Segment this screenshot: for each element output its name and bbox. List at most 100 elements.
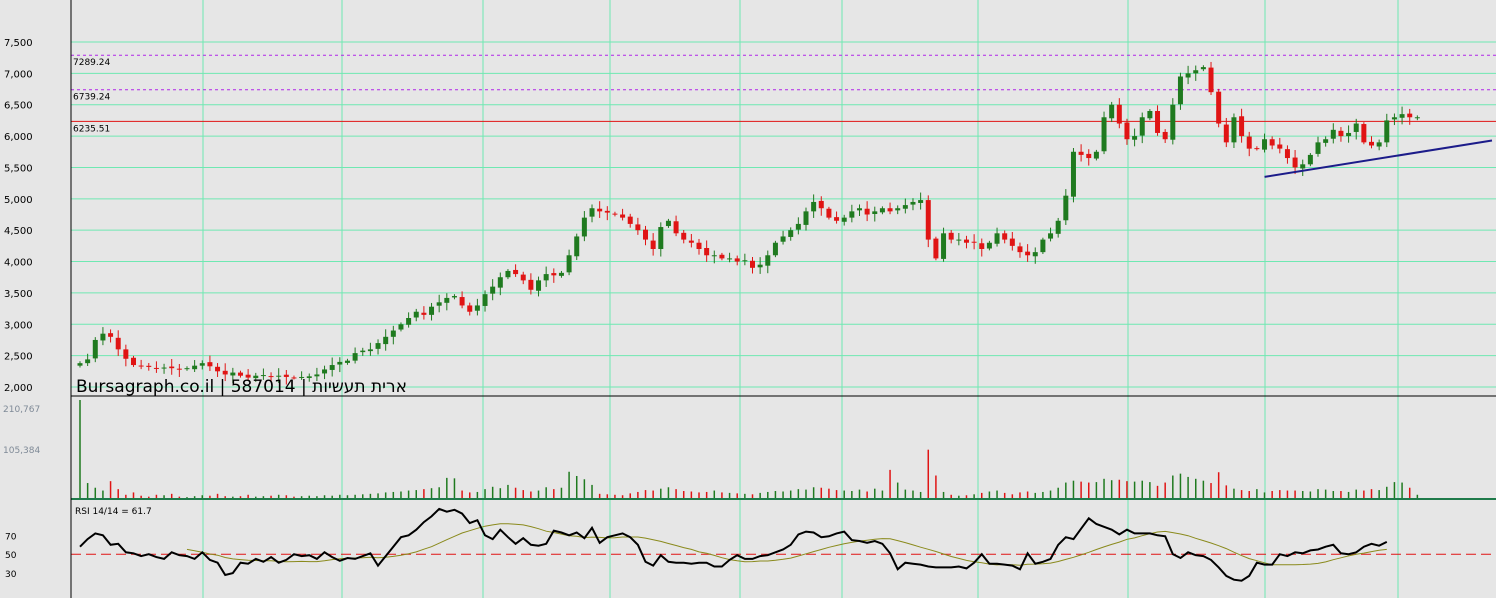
volume-tick-label: 105,384 bbox=[3, 446, 40, 456]
candle-body bbox=[1055, 220, 1061, 234]
candle-body bbox=[826, 208, 832, 218]
candle-body bbox=[1391, 117, 1397, 120]
candle-body bbox=[85, 359, 91, 364]
candle-body bbox=[398, 324, 404, 330]
candlesticks bbox=[77, 61, 1420, 385]
candle-body bbox=[719, 254, 725, 259]
candle-body bbox=[1246, 136, 1252, 149]
candle-body bbox=[887, 208, 893, 212]
candle-body bbox=[237, 372, 243, 376]
candle-body bbox=[115, 337, 121, 350]
candle-body bbox=[681, 232, 687, 240]
candle-body bbox=[604, 210, 610, 213]
price-tick-label: 5,000 bbox=[4, 195, 33, 206]
candle-body bbox=[299, 376, 305, 378]
candle-body bbox=[1223, 124, 1229, 143]
price-tick-label: 3,500 bbox=[4, 289, 33, 300]
candle-body bbox=[482, 294, 488, 306]
candle-body bbox=[811, 201, 817, 212]
candle-body bbox=[1231, 117, 1237, 143]
candle-body bbox=[1139, 117, 1145, 136]
candle-body bbox=[589, 208, 595, 217]
candle-body bbox=[268, 376, 274, 378]
candle-body bbox=[986, 242, 992, 249]
rsi-signal-line bbox=[186, 523, 1387, 566]
candle-body bbox=[230, 372, 236, 376]
candle-body bbox=[153, 367, 159, 369]
candle-body bbox=[1353, 123, 1359, 132]
candle-body bbox=[146, 365, 152, 367]
candle-body bbox=[497, 277, 503, 288]
candle-body bbox=[176, 368, 182, 370]
candle-body bbox=[704, 247, 710, 256]
candle-body bbox=[902, 205, 908, 209]
candle-body bbox=[795, 223, 801, 230]
candle-body bbox=[344, 360, 350, 363]
candle-body bbox=[879, 208, 885, 213]
candle-body bbox=[306, 376, 312, 378]
candle-body bbox=[780, 236, 786, 242]
candle-body bbox=[918, 200, 924, 203]
candle-body bbox=[612, 213, 618, 215]
candle-body bbox=[1185, 73, 1191, 78]
trendline bbox=[1264, 139, 1493, 178]
candle-body bbox=[1132, 136, 1138, 140]
candle-body bbox=[360, 350, 366, 353]
candle-body bbox=[1323, 139, 1329, 143]
candle-body bbox=[1330, 129, 1336, 139]
candle-body bbox=[100, 333, 106, 341]
price-tick-label: 6,000 bbox=[4, 132, 33, 143]
candle-body bbox=[834, 217, 840, 221]
candle-body bbox=[933, 238, 939, 259]
candle-body bbox=[1300, 164, 1306, 169]
candle-body bbox=[528, 279, 534, 290]
candle-body bbox=[184, 368, 190, 370]
candle-body bbox=[1155, 111, 1161, 133]
candle-body bbox=[688, 240, 694, 243]
candle-body bbox=[558, 272, 564, 276]
candle-body bbox=[520, 274, 526, 281]
candle-body bbox=[1407, 113, 1413, 118]
candle-body bbox=[1147, 111, 1153, 119]
candle-body bbox=[77, 363, 83, 366]
candle-body bbox=[436, 302, 442, 306]
level-label: 6739.24 bbox=[73, 93, 110, 103]
rsi-label: RSI 14/14 = 61.7 bbox=[75, 507, 152, 517]
candle-body bbox=[108, 333, 114, 337]
candle-body bbox=[734, 258, 740, 262]
candle-body bbox=[971, 241, 977, 243]
volume-bars bbox=[79, 400, 1419, 498]
candle-body bbox=[1315, 142, 1321, 154]
candle-body bbox=[192, 365, 198, 370]
candle-body bbox=[711, 255, 717, 257]
candle-body bbox=[1193, 70, 1199, 74]
price-tick-label: 5,500 bbox=[4, 163, 33, 174]
candle-body bbox=[161, 367, 167, 369]
candle-body bbox=[130, 357, 136, 366]
candle-body bbox=[757, 264, 763, 268]
candle-body bbox=[574, 236, 580, 257]
candle-body bbox=[803, 211, 809, 225]
candle-body bbox=[1109, 104, 1115, 119]
candle-body bbox=[1101, 117, 1107, 152]
candle-body bbox=[367, 349, 373, 352]
candle-body bbox=[322, 369, 328, 374]
candle-body bbox=[505, 270, 511, 278]
candle-body bbox=[1414, 117, 1420, 119]
price-tick-label: 7,500 bbox=[4, 38, 33, 49]
candle-body bbox=[314, 374, 320, 377]
rsi-panel bbox=[71, 507, 1496, 582]
candle-body bbox=[788, 230, 794, 237]
candle-body bbox=[1162, 131, 1168, 140]
candle-body bbox=[1262, 139, 1268, 150]
candle-body bbox=[1009, 238, 1015, 246]
price-levels: 7289.24 6739.24 6235.51 bbox=[71, 54, 1496, 134]
candle-body bbox=[276, 375, 282, 377]
candle-body bbox=[291, 377, 297, 379]
candle-body bbox=[1025, 251, 1031, 256]
candle-body bbox=[673, 221, 679, 234]
candle-body bbox=[1338, 130, 1344, 137]
candle-body bbox=[1376, 142, 1382, 147]
candle-body bbox=[138, 365, 144, 367]
candle-body bbox=[994, 233, 1000, 244]
